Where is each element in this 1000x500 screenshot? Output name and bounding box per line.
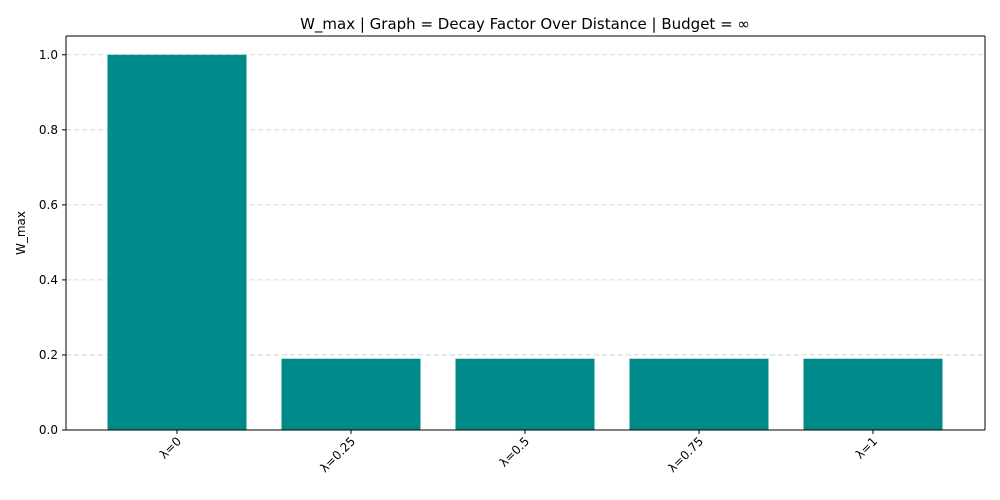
- y-tick-label: 1.0: [39, 48, 58, 62]
- x-tick-label: λ=0.75: [665, 434, 706, 475]
- bar: [455, 358, 595, 430]
- bar: [803, 358, 943, 430]
- y-tick-label: 0.6: [39, 198, 58, 212]
- x-tick-label: λ=1: [853, 434, 880, 461]
- bars: [107, 54, 943, 431]
- chart-title: W_max | Graph = Decay Factor Over Distan…: [300, 15, 750, 34]
- x-axis: λ=0 λ=0.25 λ=0.5 λ=0.75 λ=1: [157, 430, 880, 475]
- x-tick-label: λ=0: [157, 434, 184, 461]
- y-tick-label: 0.0: [39, 423, 58, 437]
- y-tick-label: 0.2: [39, 348, 58, 362]
- x-tick-label: λ=0.25: [317, 434, 358, 475]
- bar: [107, 54, 247, 431]
- y-axis: 0.0 0.2 0.4 0.6 0.8 1.0: [39, 48, 66, 437]
- y-axis-label: W_max: [14, 211, 28, 255]
- bar: [281, 358, 421, 430]
- y-tick-label: 0.8: [39, 123, 58, 137]
- x-tick-label: λ=0.5: [497, 434, 533, 470]
- bar: [629, 358, 769, 430]
- y-tick-label: 0.4: [39, 273, 58, 287]
